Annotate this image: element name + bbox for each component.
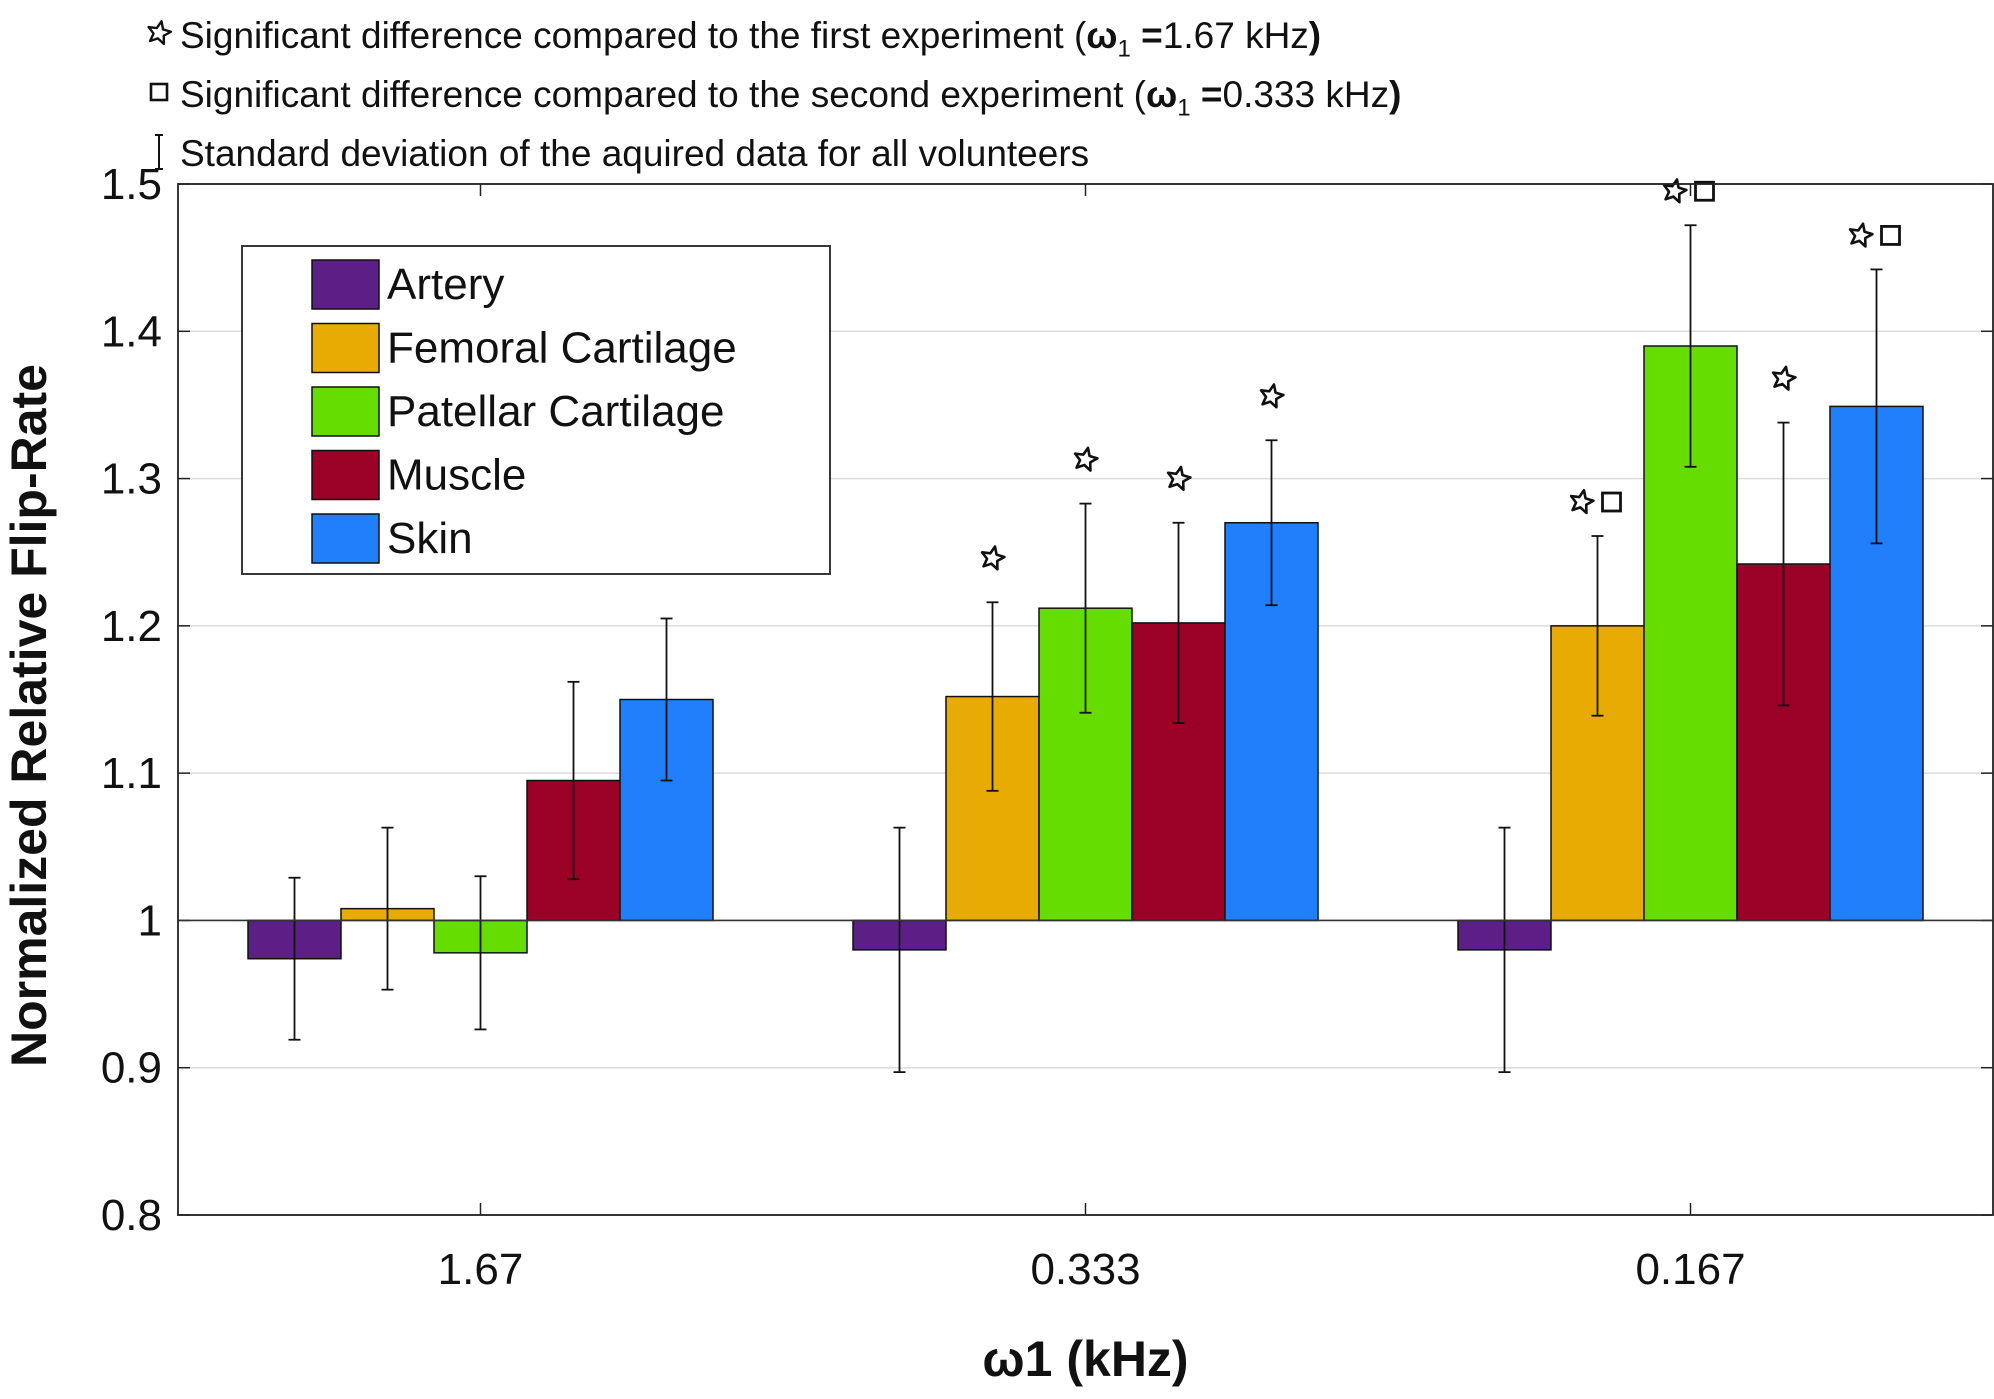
note-star-sub: 1 (1117, 35, 1131, 63)
legend-swatch-femoral-cartilage (311, 322, 380, 374)
legend-label: Artery (387, 260, 504, 309)
note-square-close: ) (1389, 74, 1402, 115)
significance-markers (980, 178, 1901, 571)
legend-label: Skin (387, 514, 473, 563)
legend-swatch-artery (311, 259, 380, 310)
square-icon (144, 65, 174, 124)
star-icon (1259, 383, 1285, 409)
star-icon (1771, 365, 1797, 391)
errorbar-icon (144, 124, 174, 183)
square-icon (1880, 225, 1901, 246)
y-tick-label: 1.3 (101, 455, 162, 504)
y-tick-label: 0.8 (101, 1191, 162, 1240)
star-icon (1848, 222, 1874, 248)
note-square-prefix: Significant difference compared to the s… (180, 74, 1146, 115)
square-icon (1601, 491, 1622, 513)
note-star-prefix: Significant difference compared to the f… (180, 15, 1087, 56)
note-star-value: 1.67 kHz (1162, 15, 1309, 56)
star-icon (1166, 465, 1192, 492)
note-square-eq: = (1190, 74, 1223, 115)
y-tick-label: 1.2 (101, 602, 162, 651)
x-axis-label: ω1 (kHz) (982, 1331, 1188, 1387)
y-tick-label: 1.5 (101, 160, 162, 209)
note-square-value: 0.333 kHz (1222, 74, 1390, 115)
square-icon (1694, 180, 1715, 202)
note-errorbar-text: Standard deviation of the aquired data f… (180, 133, 1090, 174)
y-axis-label: Normalized Relative Flip-Rate (1, 364, 57, 1067)
legend-swatch-patellar-cartilage (311, 386, 380, 437)
star-icon (980, 545, 1006, 571)
star-icon (1569, 488, 1595, 515)
note-square-sub: 1 (1177, 94, 1191, 122)
y-tick-label: 1 (138, 896, 162, 945)
legend-label: Femoral Cartilage (387, 324, 737, 373)
legend: Artery Femoral Cartilage Patellar Cartilag… (241, 245, 831, 575)
star-icon (144, 6, 174, 65)
note-star-eq: = (1130, 15, 1163, 56)
x-tick-label: 1.67 (438, 1245, 524, 1294)
legend-swatch-skin (311, 513, 380, 564)
legend-swatch-muscle (311, 449, 380, 501)
note-square: Significant difference compared to the s… (149, 65, 1402, 124)
y-tick-label: 1.1 (101, 749, 162, 798)
legend-label: Muscle (387, 451, 526, 500)
note-star-omega: ω (1086, 15, 1118, 56)
y-tick-label: 1.4 (101, 307, 162, 356)
note-square-omega: ω (1145, 74, 1178, 115)
star-icon (1662, 178, 1688, 204)
star-icon (1073, 446, 1099, 472)
note-errorbar: Standard deviation of the aquired data f… (155, 124, 1401, 183)
axes: 0.8 0.9 1 1.1 1.2 1.3 1.4 1.5 1.67 0.333 0.167 ω1 (… (1, 160, 1994, 1387)
note-star-close: ) (1308, 15, 1322, 56)
significance-notes: Significant difference compared to the f… (147, 6, 1402, 183)
x-tick-label: 0.167 (1635, 1245, 1745, 1294)
x-tick-label: 0.333 (1030, 1245, 1140, 1294)
error-bars (288, 224, 1883, 1074)
y-tick-label: 0.9 (101, 1044, 162, 1093)
legend-label: Patellar Cartilage (387, 387, 725, 436)
note-star: Significant difference compared to the f… (147, 6, 1401, 65)
